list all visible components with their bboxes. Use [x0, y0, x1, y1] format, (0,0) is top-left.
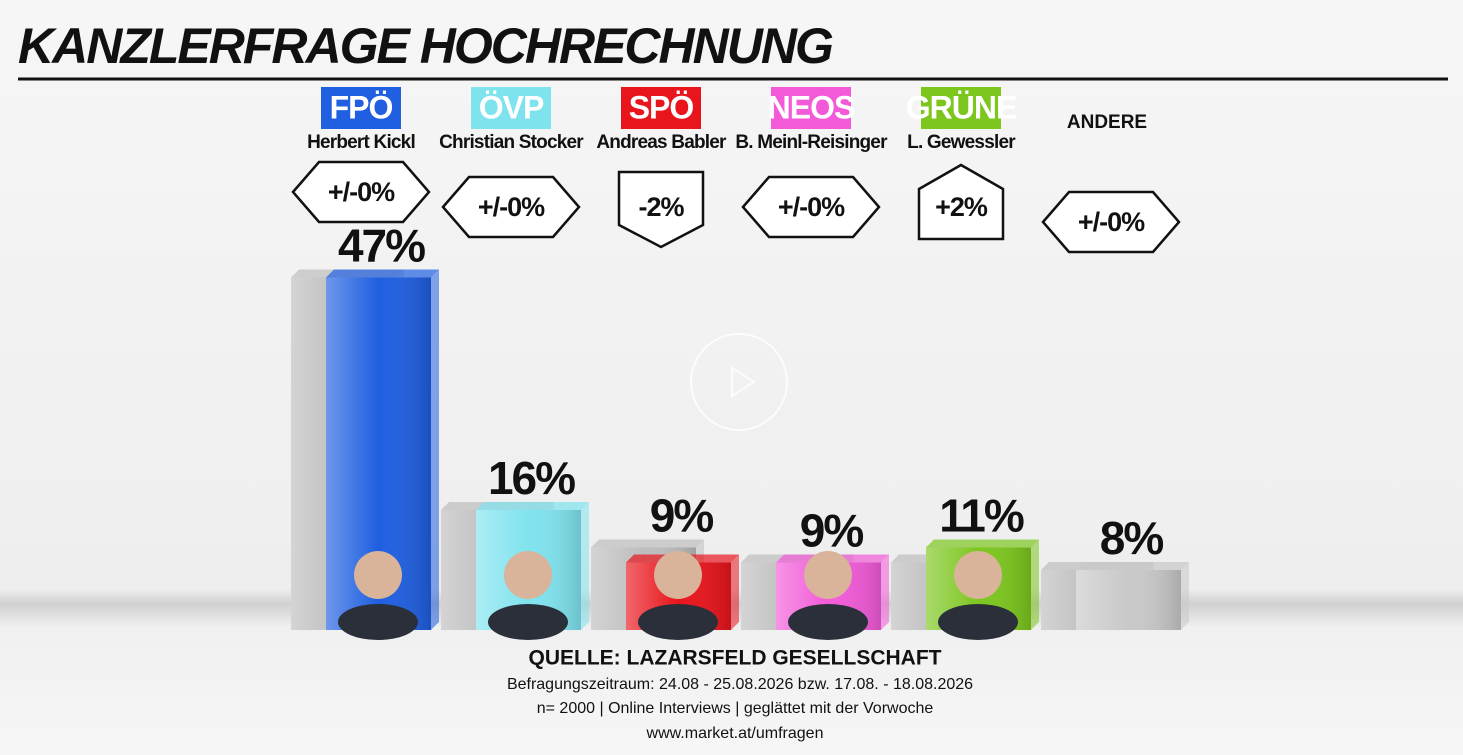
note: www.market.at/umfragen: [646, 725, 824, 742]
candidate-name: Andreas Babler: [596, 132, 727, 153]
change-marker: [741, 175, 881, 239]
photo-head: [354, 551, 402, 599]
party-badge: [621, 87, 701, 129]
party-label: ÖVP: [479, 89, 544, 125]
bar-side: [881, 554, 889, 630]
photo-head: [954, 551, 1002, 599]
chart-title: KANZLERFRAGE HOCHRECHNUNG: [18, 18, 833, 74]
party-label: FPÖ: [330, 89, 393, 125]
change-label: +/-0%: [778, 192, 845, 222]
change-marker: [291, 160, 431, 224]
candidate-name: Christian Stocker: [439, 132, 584, 153]
photo-body: [638, 604, 718, 640]
value-label: 11%: [939, 490, 1024, 542]
bar-top: [326, 269, 439, 278]
photo-head: [504, 551, 552, 599]
photo-body: [788, 604, 868, 640]
value-label: 9%: [650, 490, 714, 542]
note: n= 2000 | Online Interviews | geglättet …: [537, 700, 934, 717]
value-label: 8%: [1100, 512, 1164, 564]
value-label: 16%: [488, 452, 575, 504]
change-label: +/-0%: [478, 192, 545, 222]
change-label: -2%: [638, 192, 684, 222]
bar-side: [731, 554, 739, 630]
change-marker: [617, 170, 705, 249]
bar-top: [1076, 562, 1189, 570]
candidate-name: B. Meinl-Reisinger: [735, 132, 888, 153]
candidate-name: L. Gewessler: [907, 132, 1016, 153]
bar-side: [1031, 539, 1039, 630]
photo-body: [938, 604, 1018, 640]
bar-top: [476, 502, 589, 510]
change-label: +/-0%: [1078, 207, 1145, 237]
party-badge: [921, 87, 1001, 129]
photo-body: [488, 604, 568, 640]
value-label: 47%: [338, 220, 425, 272]
play-icon: [731, 366, 756, 398]
change-marker: [441, 175, 581, 239]
party-label: NEOS: [768, 89, 855, 125]
bar-side: [431, 269, 439, 630]
change-label: +2%: [935, 192, 988, 222]
bar-shine: [1076, 570, 1181, 630]
note: Befragungszeitraum: 24.08 - 25.08.2026 b…: [507, 676, 973, 693]
party-badge: [471, 87, 551, 129]
photo-head: [654, 551, 702, 599]
photo-body: [338, 604, 418, 640]
party-badge: [771, 87, 851, 129]
value-label: 9%: [800, 505, 864, 557]
party-label: SPÖ: [629, 89, 694, 125]
bar-side: [581, 502, 589, 630]
bar-side: [1181, 562, 1189, 630]
party-badge: [321, 87, 401, 129]
previous-bar-top: [591, 539, 704, 548]
bar-top: [926, 539, 1039, 548]
candidate-name: Herbert Kickl: [307, 132, 415, 153]
party-label: ANDERE: [1067, 112, 1147, 133]
source: QUELLE: LAZARSFELD GESELLSCHAFT: [529, 647, 942, 670]
change-marker: [1041, 190, 1181, 254]
change-label: +/-0%: [328, 177, 395, 207]
play-button[interactable]: [690, 333, 788, 431]
photo-head: [804, 551, 852, 599]
party-label: GRÜNE: [906, 89, 1017, 125]
change-marker: [917, 163, 1005, 241]
